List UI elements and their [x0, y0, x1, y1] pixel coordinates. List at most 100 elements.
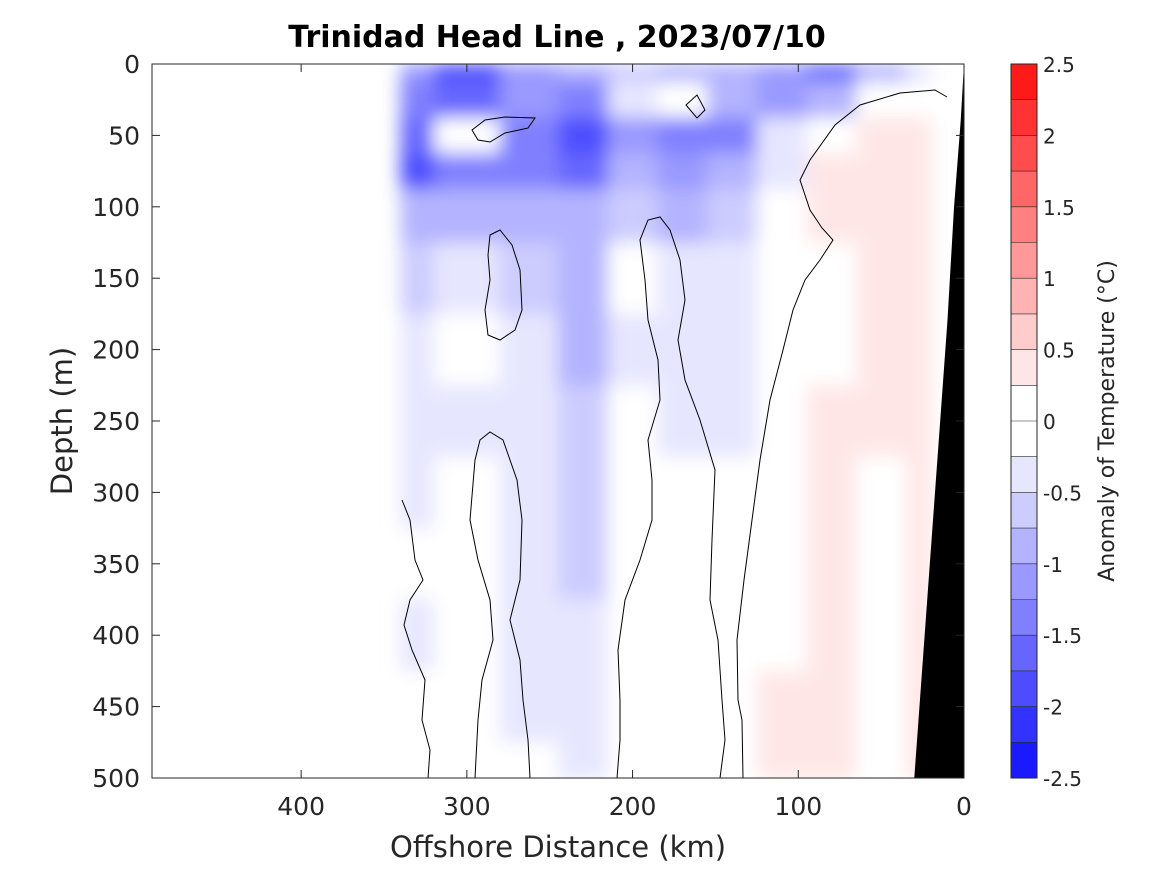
colorbar-tick-label: -1 [1043, 553, 1063, 577]
anomaly-cell [433, 117, 501, 154]
anomaly-cell [906, 188, 932, 243]
anomaly-cell [607, 385, 658, 458]
anomaly-cell [500, 313, 559, 386]
anomaly-cell [856, 313, 907, 386]
y-tick-label: 0 [124, 50, 140, 79]
anomaly-cell [756, 117, 808, 154]
y-tick-label: 400 [92, 621, 140, 650]
anomaly-cell [756, 313, 808, 386]
anomaly-cell [806, 742, 857, 778]
colorbar-tick-label: 1.5 [1043, 196, 1075, 220]
anomaly-cell [433, 81, 501, 119]
anomaly-cell [400, 242, 435, 315]
anomaly-cell [607, 313, 658, 386]
y-axis-label: Depth (m) [45, 347, 79, 495]
anomaly-cell [806, 599, 857, 672]
y-tick-label: 250 [92, 407, 140, 436]
colorbar-segment [1011, 742, 1037, 779]
anomaly-cell [500, 385, 559, 458]
anomaly-cell [657, 64, 708, 83]
anomaly-cell [657, 599, 708, 672]
anomaly-cell [657, 385, 708, 458]
colorbar-segment [1011, 421, 1037, 457]
anomaly-cell [707, 64, 758, 83]
anomaly-cell [400, 117, 435, 154]
anomaly-cell [657, 153, 708, 190]
anomaly-cell [607, 117, 658, 154]
y-tick-label: 150 [92, 264, 140, 293]
anomaly-cell [400, 188, 435, 243]
anomaly-cell [906, 81, 932, 119]
anomaly-cell [856, 242, 907, 315]
y-axis: 0 50 100 150 200 250 300 350 400 450 500 [92, 50, 964, 793]
anomaly-cell [756, 188, 808, 243]
zero-contour-column-300 [469, 431, 531, 778]
x-tick-label: 100 [774, 792, 822, 821]
anomaly-cell [756, 153, 808, 190]
anomaly-cell [756, 528, 808, 600]
anomaly-cell [806, 313, 857, 386]
anomaly-cell [806, 456, 857, 529]
anomaly-cell [906, 117, 932, 154]
y-tick-label: 350 [92, 550, 140, 579]
colorbar-segment [1011, 64, 1037, 100]
colorbar-segment [1011, 635, 1037, 672]
colorbar-tick-label: -2 [1043, 696, 1063, 720]
colorbar-segment [1011, 278, 1037, 315]
anomaly-cell [558, 599, 609, 672]
colorbar-segment [1011, 313, 1037, 350]
anomaly-cell [500, 188, 559, 243]
anomaly-cell [856, 599, 907, 672]
anomaly-cell [433, 528, 501, 600]
anomaly-cell [707, 742, 758, 778]
anomaly-cell [607, 188, 658, 243]
anomaly-cell [806, 528, 857, 600]
anomaly-cell [756, 64, 808, 83]
colorbar-segment [1011, 528, 1037, 565]
x-axis-label: Offshore Distance (km) [390, 830, 726, 864]
anomaly-cell [707, 153, 758, 190]
anomaly-field [400, 64, 932, 778]
anomaly-cell [707, 670, 758, 743]
anomaly-cell [856, 385, 907, 458]
colorbar-tick-label: 0.5 [1043, 339, 1075, 363]
anomaly-cell [756, 599, 808, 672]
anomaly-cell [856, 81, 907, 119]
zero-contour-nearshore [736, 89, 948, 778]
anomaly-cell [500, 64, 559, 83]
anomaly-cell [500, 528, 559, 600]
anomaly-cell [856, 188, 907, 243]
anomaly-cell [558, 670, 609, 743]
anomaly-cell [707, 599, 758, 672]
anomaly-cell [558, 64, 609, 83]
anomaly-cell [756, 742, 808, 778]
anomaly-cell [400, 456, 435, 529]
anomaly-cell [756, 81, 808, 119]
anomaly-cell [906, 242, 932, 315]
anomaly-cell [657, 456, 708, 529]
anomaly-cell [806, 117, 857, 154]
colorbar-segment [1011, 99, 1037, 136]
y-tick-label: 100 [92, 193, 140, 222]
anomaly-cell [756, 385, 808, 458]
colorbar-tick-label: -1.5 [1043, 624, 1082, 648]
anomaly-cell [906, 313, 932, 386]
colorbar-tick-label: 0 [1043, 410, 1056, 434]
anomaly-cell [657, 528, 708, 600]
anomaly-cell [707, 188, 758, 243]
anomaly-cell [707, 117, 758, 154]
anomaly-cell [400, 153, 435, 190]
x-tick-label: 200 [609, 792, 657, 821]
y-tick-label: 200 [92, 336, 140, 365]
anomaly-cell [558, 153, 609, 190]
anomaly-cell [707, 313, 758, 386]
anomaly-cell [707, 385, 758, 458]
anomaly-cell [500, 670, 559, 743]
anomaly-cell [856, 742, 907, 778]
anomaly-cell [906, 385, 932, 458]
anomaly-cell [558, 117, 609, 154]
anomaly-cell [500, 117, 559, 154]
plot-area [400, 64, 964, 778]
anomaly-cell [500, 81, 559, 119]
